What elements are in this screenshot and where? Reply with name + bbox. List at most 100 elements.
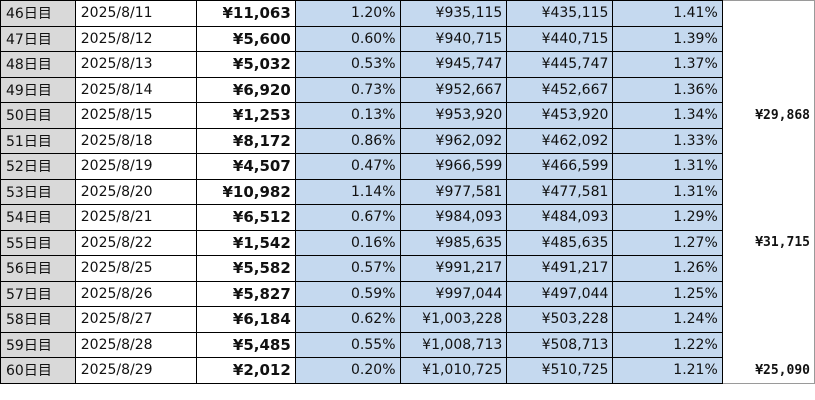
cumulative-profit-cell[interactable]: ¥452,667 bbox=[506, 76, 614, 103]
day-cell[interactable]: 55日目 bbox=[0, 229, 76, 256]
total-balance-cell[interactable]: ¥966,599 bbox=[399, 153, 508, 180]
day-cell[interactable]: 50日目 bbox=[0, 102, 76, 129]
date-cell[interactable]: 2025/8/11 bbox=[74, 0, 198, 27]
weekly-total-cell[interactable] bbox=[721, 77, 815, 103]
date-cell[interactable]: 2025/8/28 bbox=[74, 331, 198, 358]
weekly-total-cell[interactable] bbox=[721, 26, 815, 52]
daily-percent-cell[interactable]: 0.67% bbox=[294, 204, 401, 231]
weekly-total-cell[interactable] bbox=[721, 281, 815, 307]
date-cell[interactable]: 2025/8/22 bbox=[74, 229, 198, 256]
daily-percent-cell[interactable]: 1.20% bbox=[294, 0, 401, 27]
total-balance-cell[interactable]: ¥952,667 bbox=[399, 76, 508, 103]
weekly-total-cell[interactable]: ¥31,715 bbox=[721, 230, 815, 256]
average-rate-cell[interactable]: 1.24% bbox=[612, 306, 723, 333]
weekly-total-cell[interactable] bbox=[721, 51, 815, 77]
daily-amount-cell[interactable]: ¥1,253 bbox=[196, 102, 296, 129]
cumulative-profit-cell[interactable]: ¥508,713 bbox=[506, 331, 614, 358]
date-cell[interactable]: 2025/8/12 bbox=[74, 25, 198, 52]
day-cell[interactable]: 49日目 bbox=[0, 76, 76, 103]
date-cell[interactable]: 2025/8/15 bbox=[74, 102, 198, 129]
day-cell[interactable]: 48日目 bbox=[0, 51, 76, 78]
weekly-total-cell[interactable] bbox=[721, 306, 815, 332]
cumulative-profit-cell[interactable]: ¥453,920 bbox=[506, 102, 614, 129]
total-balance-cell[interactable]: ¥940,715 bbox=[399, 25, 508, 52]
total-balance-cell[interactable]: ¥935,115 bbox=[399, 0, 508, 27]
date-cell[interactable]: 2025/8/26 bbox=[74, 280, 198, 307]
average-rate-cell[interactable]: 1.22% bbox=[612, 331, 723, 358]
weekly-total-cell[interactable] bbox=[721, 0, 815, 26]
daily-amount-cell[interactable]: ¥4,507 bbox=[196, 153, 296, 180]
day-cell[interactable]: 47日目 bbox=[0, 25, 76, 52]
cumulative-profit-cell[interactable]: ¥466,599 bbox=[506, 153, 614, 180]
date-cell[interactable]: 2025/8/27 bbox=[74, 306, 198, 333]
total-balance-cell[interactable]: ¥1,010,725 bbox=[399, 357, 508, 384]
total-balance-cell[interactable]: ¥985,635 bbox=[399, 229, 508, 256]
daily-amount-cell[interactable]: ¥5,582 bbox=[196, 255, 296, 282]
total-balance-cell[interactable]: ¥1,008,713 bbox=[399, 331, 508, 358]
day-cell[interactable]: 53日目 bbox=[0, 178, 76, 205]
cumulative-profit-cell[interactable]: ¥497,044 bbox=[506, 280, 614, 307]
average-rate-cell[interactable]: 1.31% bbox=[612, 153, 723, 180]
average-rate-cell[interactable]: 1.21% bbox=[612, 357, 723, 384]
day-cell[interactable]: 59日目 bbox=[0, 331, 76, 358]
weekly-total-cell[interactable]: ¥25,090 bbox=[721, 357, 815, 384]
date-cell[interactable]: 2025/8/18 bbox=[74, 127, 198, 154]
weekly-total-cell[interactable] bbox=[721, 128, 815, 154]
daily-amount-cell[interactable]: ¥10,982 bbox=[196, 178, 296, 205]
day-cell[interactable]: 56日目 bbox=[0, 255, 76, 282]
daily-amount-cell[interactable]: ¥11,063 bbox=[196, 0, 296, 27]
total-balance-cell[interactable]: ¥1,003,228 bbox=[399, 306, 508, 333]
day-cell[interactable]: 58日目 bbox=[0, 306, 76, 333]
daily-amount-cell[interactable]: ¥2,012 bbox=[196, 357, 296, 384]
average-rate-cell[interactable]: 1.39% bbox=[612, 25, 723, 52]
daily-amount-cell[interactable]: ¥8,172 bbox=[196, 127, 296, 154]
average-rate-cell[interactable]: 1.37% bbox=[612, 51, 723, 78]
cumulative-profit-cell[interactable]: ¥503,228 bbox=[506, 306, 614, 333]
date-cell[interactable]: 2025/8/19 bbox=[74, 153, 198, 180]
weekly-total-cell[interactable] bbox=[721, 153, 815, 179]
total-balance-cell[interactable]: ¥962,092 bbox=[399, 127, 508, 154]
daily-percent-cell[interactable]: 0.55% bbox=[294, 331, 401, 358]
daily-amount-cell[interactable]: ¥1,542 bbox=[196, 229, 296, 256]
total-balance-cell[interactable]: ¥953,920 bbox=[399, 102, 508, 129]
cumulative-profit-cell[interactable]: ¥484,093 bbox=[506, 204, 614, 231]
daily-amount-cell[interactable]: ¥6,920 bbox=[196, 76, 296, 103]
weekly-total-cell[interactable] bbox=[721, 204, 815, 230]
average-rate-cell[interactable]: 1.25% bbox=[612, 280, 723, 307]
cumulative-profit-cell[interactable]: ¥477,581 bbox=[506, 178, 614, 205]
day-cell[interactable]: 51日目 bbox=[0, 127, 76, 154]
daily-amount-cell[interactable]: ¥5,032 bbox=[196, 51, 296, 78]
daily-amount-cell[interactable]: ¥5,827 bbox=[196, 280, 296, 307]
average-rate-cell[interactable]: 1.26% bbox=[612, 255, 723, 282]
day-cell[interactable]: 46日目 bbox=[0, 0, 76, 27]
daily-amount-cell[interactable]: ¥5,485 bbox=[196, 331, 296, 358]
daily-percent-cell[interactable]: 0.47% bbox=[294, 153, 401, 180]
date-cell[interactable]: 2025/8/29 bbox=[74, 357, 198, 384]
daily-percent-cell[interactable]: 0.62% bbox=[294, 306, 401, 333]
daily-percent-cell[interactable]: 0.86% bbox=[294, 127, 401, 154]
weekly-total-cell[interactable] bbox=[721, 255, 815, 281]
daily-percent-cell[interactable]: 0.60% bbox=[294, 25, 401, 52]
average-rate-cell[interactable]: 1.31% bbox=[612, 178, 723, 205]
weekly-total-cell[interactable] bbox=[721, 332, 815, 358]
date-cell[interactable]: 2025/8/14 bbox=[74, 76, 198, 103]
total-balance-cell[interactable]: ¥945,747 bbox=[399, 51, 508, 78]
average-rate-cell[interactable]: 1.34% bbox=[612, 102, 723, 129]
cumulative-profit-cell[interactable]: ¥440,715 bbox=[506, 25, 614, 52]
day-cell[interactable]: 52日目 bbox=[0, 153, 76, 180]
cumulative-profit-cell[interactable]: ¥510,725 bbox=[506, 357, 614, 384]
date-cell[interactable]: 2025/8/13 bbox=[74, 51, 198, 78]
total-balance-cell[interactable]: ¥984,093 bbox=[399, 204, 508, 231]
day-cell[interactable]: 57日目 bbox=[0, 280, 76, 307]
average-rate-cell[interactable]: 1.41% bbox=[612, 0, 723, 27]
cumulative-profit-cell[interactable]: ¥435,115 bbox=[506, 0, 614, 27]
daily-percent-cell[interactable]: 0.53% bbox=[294, 51, 401, 78]
date-cell[interactable]: 2025/8/20 bbox=[74, 178, 198, 205]
date-cell[interactable]: 2025/8/21 bbox=[74, 204, 198, 231]
total-balance-cell[interactable]: ¥997,044 bbox=[399, 280, 508, 307]
date-cell[interactable]: 2025/8/25 bbox=[74, 255, 198, 282]
daily-percent-cell[interactable]: 0.59% bbox=[294, 280, 401, 307]
average-rate-cell[interactable]: 1.27% bbox=[612, 229, 723, 256]
daily-percent-cell[interactable]: 0.73% bbox=[294, 76, 401, 103]
daily-percent-cell[interactable]: 0.13% bbox=[294, 102, 401, 129]
